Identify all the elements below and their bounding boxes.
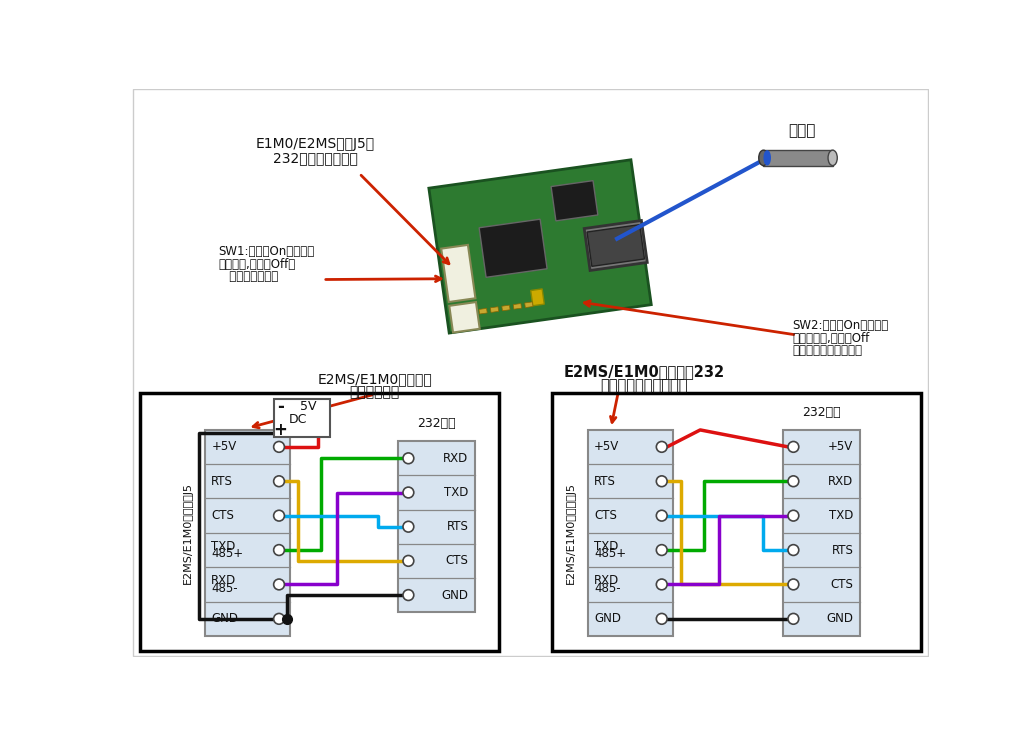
Text: E1M0/E2MS通过J5接: E1M0/E2MS通过J5接 [256,137,375,151]
Circle shape [656,579,668,590]
Text: TXD: TXD [211,539,236,553]
Circle shape [273,510,285,521]
Text: 485+: 485+ [211,548,243,560]
Circle shape [656,545,668,556]
Text: RTS: RTS [831,544,854,556]
Circle shape [273,545,285,556]
Text: TXD: TXD [444,486,469,499]
Circle shape [788,510,799,521]
Circle shape [403,453,414,463]
Bar [449,302,479,333]
Bar [531,289,544,306]
Text: TXD: TXD [594,539,618,553]
Circle shape [403,556,414,566]
Bar [584,221,647,271]
Text: SW2:白线内On写保护不: SW2:白线内On写保护不 [793,320,889,332]
Circle shape [656,476,668,486]
Text: TXD: TXD [829,509,854,523]
Text: 供电接线详图: 供电接线详图 [350,385,400,399]
Text: CTS: CTS [830,578,854,591]
Text: 485+: 485+ [594,548,626,560]
Circle shape [656,510,668,521]
Text: 设备供电端子接线详图: 设备供电端子接线详图 [600,379,688,393]
Text: 用用户配置工作: 用用户配置工作 [218,270,278,283]
Text: +: + [273,421,288,438]
Text: RTS: RTS [211,475,233,488]
Text: CTS: CTS [446,554,469,568]
Text: -: - [277,398,284,415]
Text: 232设备适用此接线: 232设备适用此接线 [273,151,358,165]
Bar [205,430,290,636]
Circle shape [788,579,799,590]
Ellipse shape [759,150,768,165]
Bar [587,224,645,266]
Bar [764,150,833,165]
Text: 设置工作,白线内Off使: 设置工作,白线内Off使 [218,258,295,271]
Text: +5V: +5V [594,441,619,453]
Bar [397,441,475,612]
Text: E2MS/E1M0接线端子J5: E2MS/E1M0接线端子J5 [566,482,575,584]
Text: RXD: RXD [828,475,854,488]
Bar [551,181,598,221]
Circle shape [273,579,285,590]
Circle shape [788,545,799,556]
Text: DC: DC [289,413,307,426]
Text: RXD: RXD [443,452,469,465]
Ellipse shape [764,151,770,165]
Ellipse shape [828,150,837,165]
Bar [553,393,921,651]
Text: 常规状态可以更改参数: 常规状态可以更改参数 [793,344,862,357]
Bar [441,245,475,302]
Circle shape [788,476,799,486]
Text: SW1:白线外On使用出厂: SW1:白线外On使用出厂 [218,245,315,258]
Text: E2MS/E1M0接线端子J5: E2MS/E1M0接线端子J5 [183,482,194,584]
Bar [782,430,860,636]
Bar [513,303,522,309]
Text: 485-: 485- [211,582,238,595]
Circle shape [788,613,799,624]
Circle shape [656,613,668,624]
Text: 485-: 485- [594,582,621,595]
Circle shape [403,487,414,498]
Bar [428,159,651,333]
Bar [588,430,673,636]
Bar [525,302,533,308]
Text: RTS: RTS [594,475,616,488]
Circle shape [273,441,285,452]
Bar [491,307,499,312]
Text: CTS: CTS [594,509,617,523]
Text: +5V: +5V [211,441,237,453]
Circle shape [403,521,414,532]
Text: 能更改参数,白线外Off: 能更改参数,白线外Off [793,331,869,345]
Text: GND: GND [442,589,469,601]
Circle shape [273,476,285,486]
Text: 232设备: 232设备 [417,418,455,430]
Text: 5V: 5V [300,400,317,413]
Text: 232设备: 232设备 [802,406,840,419]
Circle shape [788,441,799,452]
Circle shape [403,590,414,601]
Text: GND: GND [827,613,854,625]
Text: 以太网: 以太网 [789,123,816,139]
Text: GND: GND [211,613,238,625]
Bar [140,393,499,651]
Bar [502,305,510,311]
Text: RTS: RTS [446,520,469,533]
Circle shape [656,441,668,452]
Text: CTS: CTS [211,509,234,523]
Text: +5V: +5V [828,441,854,453]
Text: GND: GND [594,613,621,625]
Text: RXD: RXD [211,574,237,587]
Text: E2MS/E1M0通过电源: E2MS/E1M0通过电源 [317,373,432,387]
Bar [479,308,487,314]
Text: RXD: RXD [594,574,619,587]
Bar [274,399,330,438]
Circle shape [273,613,285,624]
Bar [479,219,548,277]
Text: E2MS/E1M0通过用户232: E2MS/E1M0通过用户232 [563,365,724,379]
